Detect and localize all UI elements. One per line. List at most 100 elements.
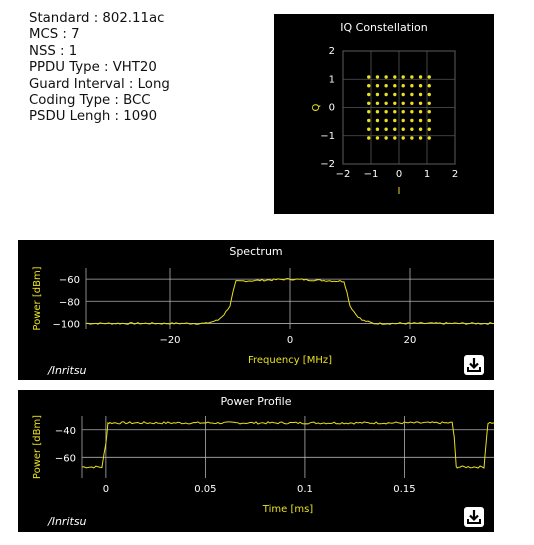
constellation-point [393,118,397,123]
constellation-point [393,92,397,97]
constellation-point [375,118,380,123]
constellation-point [375,101,380,105]
constellation-point [367,118,371,123]
x-tick-label: 0.1 [297,484,313,495]
x-axis-label: Time [ms] [262,504,314,515]
constellation-point [384,118,388,123]
signal-parameters: Standard : 802.11ac MCS : 7 NSS : 1 PPDU Ty… [29,11,170,126]
x-tick-label: −1 [364,169,379,180]
x-axis-label: Frequency [MHz] [248,355,332,366]
param-line: NSS : 1 [29,43,78,59]
constellation-point [427,118,431,123]
constellation-point [418,136,423,140]
y-tick-label: 0 [329,103,335,114]
chart-title: Power Profile [221,395,292,408]
constellation-point [393,110,397,114]
y-axis-label: Power [dBm] [32,415,43,479]
constellation-point [393,84,397,88]
param-line: MCS : 7 [29,27,80,43]
constellation-point [384,136,388,140]
constellation-point [375,92,380,97]
constellation-point [384,101,388,105]
constellation-point [427,110,431,114]
constellation-point [401,136,405,140]
constellation-point [427,127,431,131]
constellation-point [427,84,431,88]
param-line: Guard Interval : Long [29,76,170,92]
param-line: Standard : 802.11ac [29,11,165,26]
x-tick-label: 0.05 [194,484,216,495]
constellation-point [401,75,405,79]
constellation-point [401,110,405,114]
x-axis-label: I [398,186,401,197]
constellation-point [393,75,397,79]
power-profile-chart: Power Profile −40 −60 0 0.05 0.1 0.15 Time [ms]… [32,395,494,528]
constellation-point [401,118,405,123]
constellation-point [427,75,431,79]
x-tick-label: 2 [452,169,458,180]
constellation-point [410,127,414,131]
download-button[interactable] [464,507,484,527]
param-line: PPDU Type : VHT20 [29,60,157,76]
constellation-point [384,110,388,114]
constellation-point [367,101,371,105]
iq-constellation-chart: IQ Constellation −2 2 −1 1 0 0 1 −1 2 −2 I Q [311,21,458,197]
constellation-point [401,101,405,105]
constellation-point [384,92,388,97]
x-tick-label: −20 [159,335,180,346]
constellation-point [418,101,423,105]
constellation-point [375,84,380,88]
anritsu-logo: /Inritsu [47,364,87,377]
constellation-point [401,84,405,88]
download-icon [467,510,481,524]
y-tick-label: −2 [320,159,335,170]
constellation-point [393,127,397,131]
x-tick-label: 0 [287,335,293,346]
constellation-point [375,75,380,79]
y-tick-label: −80 [59,297,80,308]
constellation-point [410,84,414,88]
constellation-point [384,84,388,88]
signal-trace [81,421,494,469]
x-tick-label: 0 [396,169,402,180]
y-axis-label: Q [311,103,322,111]
chart-title: IQ Constellation [340,21,428,34]
x-tick-label: 0 [103,484,109,495]
constellation-point [410,75,414,79]
y-axis-label: Power [dBm] [32,266,43,330]
y-tick-label: 1 [329,74,335,85]
iq-constellation-panel: IQ Constellation −2 2 −1 1 0 0 1 −1 2 −2 I Q [274,14,494,214]
constellation-point [410,101,414,105]
constellation-point [410,118,414,123]
constellation-point [401,92,405,97]
spectrum-chart: Spectrum −60 −80 −100 −20 0 20 Frequency [MHz] P… [32,245,494,377]
spectrum-panel: Spectrum −60 −80 −100 −20 0 20 Frequency [MHz] P… [18,240,494,380]
constellation-point [375,110,380,114]
chart-title: Spectrum [229,245,282,258]
constellation-point [393,136,397,140]
x-tick-label: 0.15 [393,484,415,495]
param-line: Coding Type : BCC [29,92,151,108]
constellation-point [418,75,423,79]
y-tick-label: −60 [55,453,76,464]
x-tick-label: 20 [404,335,417,346]
signal-trace [85,277,494,325]
y-tick-label: −60 [59,275,80,286]
param-line: PSDU Lengh : 1090 [29,109,158,125]
constellation-point [410,92,414,97]
constellation-point [375,136,380,140]
y-tick-label: −100 [53,319,80,330]
constellation-point [367,136,371,140]
constellation-point [384,75,388,79]
constellation-point [367,92,371,97]
constellation-point [367,75,371,79]
constellation-point [367,127,371,131]
download-button[interactable] [464,355,484,375]
constellation-point [427,136,431,140]
y-tick-label: 2 [329,46,335,57]
constellation-point [410,110,414,114]
anritsu-logo: /Inritsu [47,515,87,528]
x-tick-label: 1 [424,169,430,180]
power-profile-panel: Power Profile −40 −60 0 0.05 0.1 0.15 Time [ms]… [18,390,494,532]
constellation-point [418,84,423,88]
